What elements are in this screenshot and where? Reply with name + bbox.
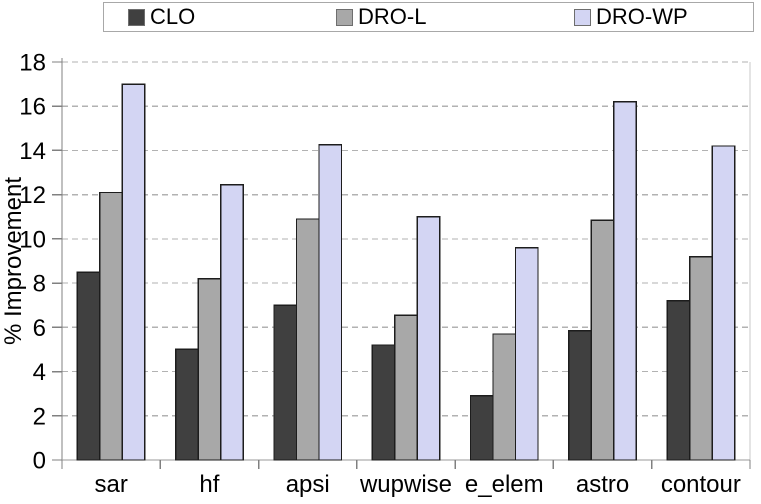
bar-wupwise-DRO-WP bbox=[416, 216, 441, 461]
bar-hf-DRO-L bbox=[197, 277, 222, 461]
y-tick-label-8: 8 bbox=[33, 271, 46, 298]
bar-contour-CLO bbox=[666, 300, 691, 461]
x-category-label-wupwise: wupwise bbox=[359, 471, 452, 498]
x-category-label-hf: hf bbox=[199, 471, 219, 498]
bar-astro-DRO-WP bbox=[613, 101, 638, 461]
bar-wupwise-CLO bbox=[371, 344, 396, 461]
legend-swatch-dro-l bbox=[336, 8, 353, 26]
bar-astro-DRO-L bbox=[590, 219, 615, 461]
y-tick-label-14: 14 bbox=[19, 138, 46, 165]
y-axis-title: % Improvement bbox=[0, 176, 27, 346]
x-axis-ticks bbox=[61, 460, 751, 469]
legend-item-clo: CLO bbox=[128, 3, 195, 31]
y-tick-label-2: 2 bbox=[33, 403, 46, 430]
legend-swatch-clo bbox=[128, 8, 145, 26]
chart-legend: CLO DRO-L DRO-WP bbox=[103, 2, 754, 32]
legend-swatch-dro-wp bbox=[574, 8, 591, 26]
bar-e_elem-DRO-WP bbox=[514, 247, 539, 461]
legend-label-clo: CLO bbox=[150, 4, 196, 29]
y-tick-label-0: 0 bbox=[33, 448, 46, 475]
bar-apsi-CLO bbox=[273, 304, 298, 461]
x-category-label-astro: astro bbox=[576, 471, 629, 498]
y-tick-label-4: 4 bbox=[33, 359, 46, 386]
bar-sar-DRO-L bbox=[99, 191, 124, 461]
y-tick-label-16: 16 bbox=[19, 94, 46, 121]
y-tick-label-6: 6 bbox=[33, 315, 46, 342]
legend-item-dro-wp: DRO-WP bbox=[574, 3, 688, 31]
bar-apsi-DRO-L bbox=[295, 218, 320, 461]
bar-hf-DRO-WP bbox=[219, 184, 244, 461]
y-tick-label-12: 12 bbox=[19, 182, 46, 209]
x-category-label-e_elem: e_elem bbox=[465, 471, 544, 498]
bar-contour-DRO-WP bbox=[711, 145, 736, 461]
bar-sar-CLO bbox=[76, 271, 101, 461]
legend-label-dro-wp: DRO-WP bbox=[596, 4, 688, 29]
x-category-label-contour: contour bbox=[661, 471, 741, 498]
legend-item-dro-l: DRO-L bbox=[336, 3, 426, 31]
bar-contour-DRO-L bbox=[688, 255, 713, 461]
bar-sar-DRO-WP bbox=[121, 83, 146, 461]
x-category-label-apsi: apsi bbox=[286, 471, 330, 498]
bar-astro-CLO bbox=[568, 329, 593, 461]
bar-apsi-DRO-WP bbox=[318, 144, 343, 461]
bar-e_elem-CLO bbox=[469, 395, 494, 461]
y-tick-label-10: 10 bbox=[19, 226, 46, 253]
bars bbox=[76, 83, 736, 461]
y-tick-label-18: 18 bbox=[19, 50, 46, 77]
x-category-label-sar: sar bbox=[94, 471, 127, 498]
y-axis-ticks-and-labels: 0 2 4 6 8 10 12 14 16 18 bbox=[19, 50, 62, 475]
bar-wupwise-DRO-L bbox=[394, 314, 418, 461]
bar-hf-CLO bbox=[174, 348, 199, 461]
bar-e_elem-DRO-L bbox=[492, 333, 517, 461]
x-axis-labels: sar hf apsi wupwise e_elem astro contour bbox=[94, 471, 740, 498]
legend-label-dro-l: DRO-L bbox=[358, 4, 427, 29]
